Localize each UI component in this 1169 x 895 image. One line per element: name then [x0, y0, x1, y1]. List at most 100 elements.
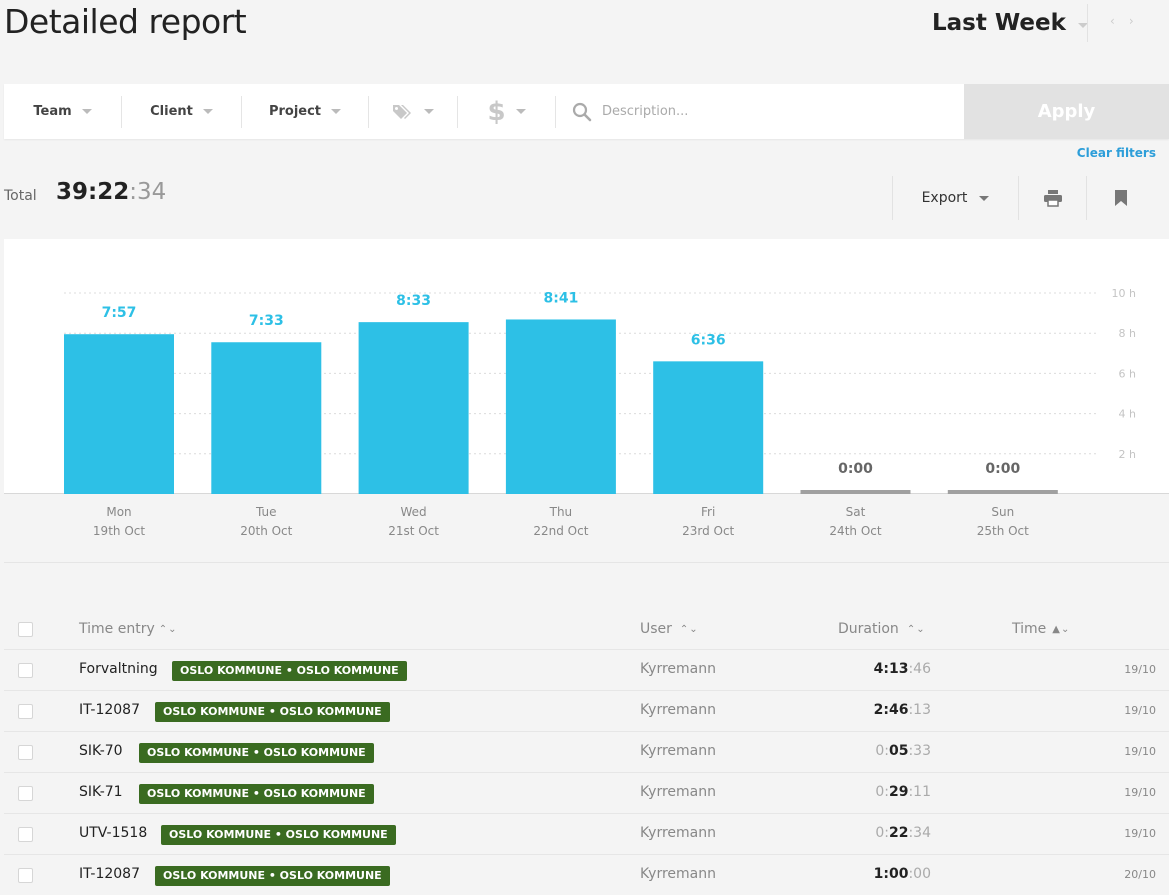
entry-description[interactable]: IT-12087: [79, 866, 140, 882]
select-all-checkbox[interactable]: [18, 622, 33, 637]
column-duration[interactable]: Duration ⌃⌄: [838, 621, 926, 637]
weekday-label: Tue: [256, 505, 277, 519]
project-tag[interactable]: OSLO KOMMUNE • OSLO KOMMUNE: [155, 702, 390, 722]
export-button[interactable]: Export: [892, 176, 1018, 220]
bar-mon[interactable]: [64, 334, 174, 494]
chevron-down-icon: [979, 195, 990, 201]
x-tick-label: Sun 25th Oct: [948, 503, 1058, 541]
duration-seconds: :46: [908, 661, 931, 677]
project-filter[interactable]: Project: [242, 95, 369, 128]
y-tick-label: 2 h: [1119, 448, 1136, 461]
project-tag[interactable]: OSLO KOMMUNE • OSLO KOMMUNE: [139, 784, 374, 804]
date-label: 20th Oct: [240, 524, 293, 538]
entry-description[interactable]: IT-12087: [79, 702, 140, 718]
period-nav: ‹ ›: [1110, 14, 1134, 28]
bar-fri[interactable]: [653, 361, 764, 494]
entry-description[interactable]: SIK-71: [79, 784, 123, 800]
weekday-label: Fri: [701, 505, 716, 519]
chevron-down-icon: [331, 109, 342, 114]
bookmark-button[interactable]: [1086, 176, 1154, 220]
data-label: 6:36: [691, 332, 726, 348]
data-label: 0:00: [838, 461, 873, 477]
row-checkbox[interactable]: [18, 868, 33, 883]
x-tick-label: Wed 21st Oct: [359, 503, 469, 541]
row-checkbox[interactable]: [18, 663, 33, 678]
duration-lead: 0:: [875, 825, 889, 841]
billable-filter[interactable]: $: [458, 95, 556, 128]
column-time-entry[interactable]: Time entry ⌃⌄: [79, 621, 178, 637]
table-row[interactable]: IT-12087 OSLO KOMMUNE • OSLO KOMMUNE Kyr…: [4, 855, 1169, 895]
column-user[interactable]: User ⌃⌄: [640, 621, 699, 637]
entry-duration: 0:05:33: [875, 743, 931, 759]
total-label: Total: [4, 188, 37, 204]
bar-sat[interactable]: [800, 490, 911, 494]
row-checkbox[interactable]: [18, 827, 33, 842]
duration-hm: 22: [888, 825, 909, 841]
team-filter[interactable]: Team: [4, 95, 122, 128]
daily-bar-chart: 2 h 4 h 6 h 8 h 10 h 7:57 7:33 8:33 8:41 6:36 0:00…: [4, 239, 1169, 494]
date-label: 22nd Oct: [533, 524, 589, 538]
duration-hm: 2:46: [873, 702, 909, 718]
sort-desc-icon: ▲⌄: [1052, 623, 1071, 635]
project-tag[interactable]: OSLO KOMMUNE • OSLO KOMMUNE: [172, 661, 407, 681]
tags-filter[interactable]: [369, 95, 458, 128]
date-label: 23rd Oct: [682, 524, 735, 538]
table-row[interactable]: Forvaltning OSLO KOMMUNE • OSLO KOMMUNE …: [4, 650, 1169, 691]
sort-icon: ⌃⌄: [679, 623, 699, 635]
x-tick-label: Mon 19th Oct: [64, 503, 174, 541]
project-tag[interactable]: OSLO KOMMUNE • OSLO KOMMUNE: [139, 743, 374, 763]
row-checkbox[interactable]: [18, 786, 33, 801]
next-period-button[interactable]: ›: [1128, 14, 1134, 28]
chevron-down-icon: [515, 109, 526, 114]
printer-icon: [1043, 190, 1062, 207]
x-tick-label: Thu 22nd Oct: [506, 503, 616, 541]
entry-date: 19/10: [1124, 786, 1156, 799]
entry-date: 20/10: [1124, 868, 1156, 881]
client-filter[interactable]: Client: [122, 95, 242, 128]
chevron-down-icon: [202, 109, 213, 114]
prev-period-button[interactable]: ‹: [1110, 14, 1115, 28]
total-seconds: :34: [129, 179, 167, 205]
table-row[interactable]: UTV-1518 OSLO KOMMUNE • OSLO KOMMUNE Kyr…: [4, 814, 1169, 855]
export-label: Export: [921, 190, 968, 206]
entry-duration: 4:13:46: [874, 661, 931, 677]
page-title: Detailed report: [4, 2, 247, 41]
entry-user: Kyrremann: [640, 661, 716, 677]
apply-button[interactable]: Apply: [964, 84, 1169, 139]
weekday-label: Sun: [991, 505, 1015, 519]
tag-icon: [393, 104, 411, 119]
column-time[interactable]: Time ▲⌄: [1012, 621, 1070, 637]
bar-wed[interactable]: [358, 322, 469, 494]
period-selector[interactable]: Last Week: [932, 10, 1088, 36]
duration-seconds: :13: [908, 702, 931, 718]
bar-tue[interactable]: [211, 342, 322, 494]
description-input[interactable]: [602, 104, 942, 119]
table-row[interactable]: SIK-70 OSLO KOMMUNE • OSLO KOMMUNE Kyrre…: [4, 732, 1169, 773]
entry-description[interactable]: Forvaltning: [79, 661, 158, 677]
data-label: 7:57: [102, 305, 137, 321]
project-tag[interactable]: OSLO KOMMUNE • OSLO KOMMUNE: [155, 866, 390, 886]
clear-filters-link[interactable]: Clear filters: [1076, 146, 1156, 160]
dollar-icon: $: [487, 96, 506, 127]
table-row[interactable]: SIK-71 OSLO KOMMUNE • OSLO KOMMUNE Kyrre…: [4, 773, 1169, 814]
entry-description[interactable]: UTV-1518: [79, 825, 148, 841]
bar-thu[interactable]: [505, 319, 616, 494]
duration-hm: 05: [888, 743, 909, 759]
duration-hm: 4:13: [873, 661, 909, 677]
row-checkbox[interactable]: [18, 745, 33, 760]
duration-seconds: :33: [908, 743, 931, 759]
duration-hm: 29: [888, 784, 909, 800]
table-row[interactable]: IT-12087 OSLO KOMMUNE • OSLO KOMMUNE Kyr…: [4, 691, 1169, 732]
entry-description[interactable]: SIK-70: [79, 743, 123, 759]
bar-sun[interactable]: [947, 490, 1058, 494]
chevron-down-icon: [81, 109, 92, 114]
row-checkbox[interactable]: [18, 704, 33, 719]
entry-duration: 0:29:11: [875, 784, 931, 800]
chart-x-axis-labels: Mon 19th Oct Tue 20th Oct Wed 21st Oct Thu 22nd…: [0, 503, 1169, 543]
print-button[interactable]: [1018, 176, 1086, 220]
data-label: 8:41: [543, 290, 578, 306]
divider: [1087, 4, 1088, 42]
project-tag[interactable]: OSLO KOMMUNE • OSLO KOMMUNE: [161, 825, 396, 845]
y-tick-label: 6 h: [1119, 367, 1136, 380]
entry-user: Kyrremann: [640, 866, 716, 882]
